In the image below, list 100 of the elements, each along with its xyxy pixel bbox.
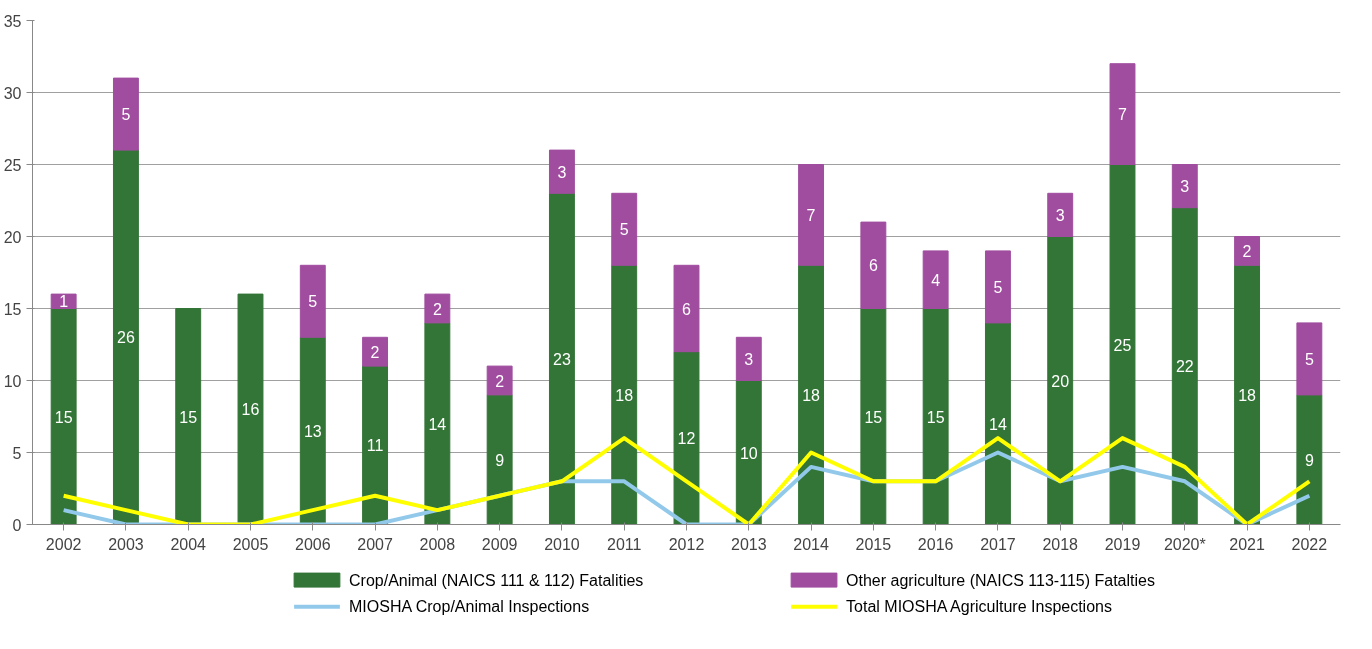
bar	[362, 336, 389, 367]
bar	[673, 264, 700, 353]
bar	[50, 308, 77, 525]
data-label: 4	[931, 271, 941, 289]
data-label: 15	[54, 408, 73, 426]
data-label: 14	[428, 415, 447, 433]
x-tick-label: 2011	[607, 535, 642, 553]
y-tick-label: 5	[12, 444, 22, 462]
bar	[860, 221, 887, 309]
bar	[548, 192, 575, 525]
data-label: 26	[117, 329, 135, 347]
data-label: 9	[495, 451, 505, 469]
bar	[362, 365, 389, 525]
data-label: 18	[1238, 386, 1257, 404]
bar	[984, 250, 1011, 324]
bar	[112, 149, 139, 525]
bar	[486, 365, 513, 396]
bar	[1296, 322, 1323, 396]
data-label: 5	[121, 106, 131, 124]
bar	[1047, 236, 1074, 525]
x-tick-label: 2008	[419, 535, 456, 553]
y-tick-label: 10	[3, 372, 22, 390]
data-label: 3	[557, 163, 567, 181]
x-tick-label: 2005	[232, 535, 269, 553]
data-label: 6	[868, 257, 878, 275]
data-label: 16	[241, 401, 260, 419]
y-tick-label: 25	[3, 156, 22, 174]
data-label: 12	[677, 430, 696, 448]
x-tick-label: 2022	[1291, 535, 1328, 553]
bar	[299, 264, 326, 338]
bar	[611, 192, 638, 266]
data-label: 23	[553, 350, 571, 368]
data-label: 10	[739, 444, 758, 462]
bar	[1047, 192, 1074, 237]
bar	[860, 308, 887, 525]
x-tick-label: 2004	[170, 535, 207, 553]
x-tick-label: 2019	[1104, 535, 1141, 553]
y-tick-label: 20	[3, 228, 22, 246]
bar	[237, 293, 264, 525]
legend-label: Total MIOSHA Agriculture Inspections	[846, 598, 1112, 616]
bar	[922, 308, 949, 525]
data-label: 11	[366, 437, 384, 455]
bar	[548, 149, 575, 194]
x-tick-label: 2006	[294, 535, 331, 553]
bar	[922, 250, 949, 309]
x-tick-label: 2018	[1042, 535, 1079, 553]
y-tick-label: 0	[12, 516, 22, 534]
data-label: 20	[1051, 372, 1070, 390]
data-label: 3	[1180, 178, 1190, 196]
legend-label: Crop/Animal (NAICS 111 & 112) Fatalities	[349, 571, 644, 589]
bar	[984, 322, 1011, 525]
bar	[611, 264, 638, 525]
bar	[424, 293, 451, 324]
data-label: 2	[495, 372, 505, 390]
data-label: 25	[1113, 336, 1132, 354]
bar	[1109, 164, 1136, 525]
bar	[1171, 164, 1198, 209]
data-label: 5	[1304, 350, 1314, 368]
x-tick-label: 2013	[730, 535, 767, 553]
data-label: 9	[1304, 451, 1314, 469]
x-tick-label: 2017	[980, 535, 1016, 553]
data-label: 2	[370, 343, 380, 361]
bar	[299, 336, 326, 525]
bar	[175, 308, 202, 525]
data-label: 6	[682, 300, 692, 318]
data-label: 2	[432, 300, 442, 318]
bar	[798, 164, 825, 266]
data-label: 7	[806, 206, 816, 224]
data-label: 13	[303, 422, 322, 440]
data-label: 14	[989, 415, 1007, 433]
x-tick-label: 2020*	[1163, 535, 1206, 553]
x-tick-label: 2010	[544, 535, 580, 553]
x-tick-label: 2015	[855, 535, 892, 553]
legend-label: MIOSHA Crop/Animal Inspections	[349, 598, 590, 616]
bar	[50, 293, 77, 309]
data-label: 5	[308, 293, 318, 311]
bar	[1234, 264, 1261, 525]
data-label: 15	[926, 408, 945, 426]
x-tick-label: 2002	[45, 535, 82, 553]
x-tick-label: 2021	[1229, 535, 1265, 553]
x-tick-label: 2003	[108, 535, 144, 553]
bar	[1296, 394, 1323, 525]
data-label: 18	[615, 386, 634, 404]
bar	[1171, 207, 1198, 525]
bar	[673, 351, 700, 525]
x-tick-label: 2009	[481, 535, 518, 553]
data-label: 15	[179, 408, 198, 426]
bar	[1109, 63, 1136, 165]
bar	[735, 336, 762, 381]
data-label: 15	[864, 408, 883, 426]
y-tick-label: 35	[3, 12, 22, 30]
y-tick-label: 30	[3, 84, 22, 102]
x-tick-label: 2007	[357, 535, 393, 553]
y-tick-label: 15	[3, 300, 22, 318]
bar	[1234, 236, 1261, 266]
bar	[424, 322, 451, 525]
bar	[735, 380, 762, 525]
data-label: 2	[1242, 242, 1252, 260]
x-tick-label: 2012	[668, 535, 705, 553]
data-label: 5	[993, 278, 1003, 296]
